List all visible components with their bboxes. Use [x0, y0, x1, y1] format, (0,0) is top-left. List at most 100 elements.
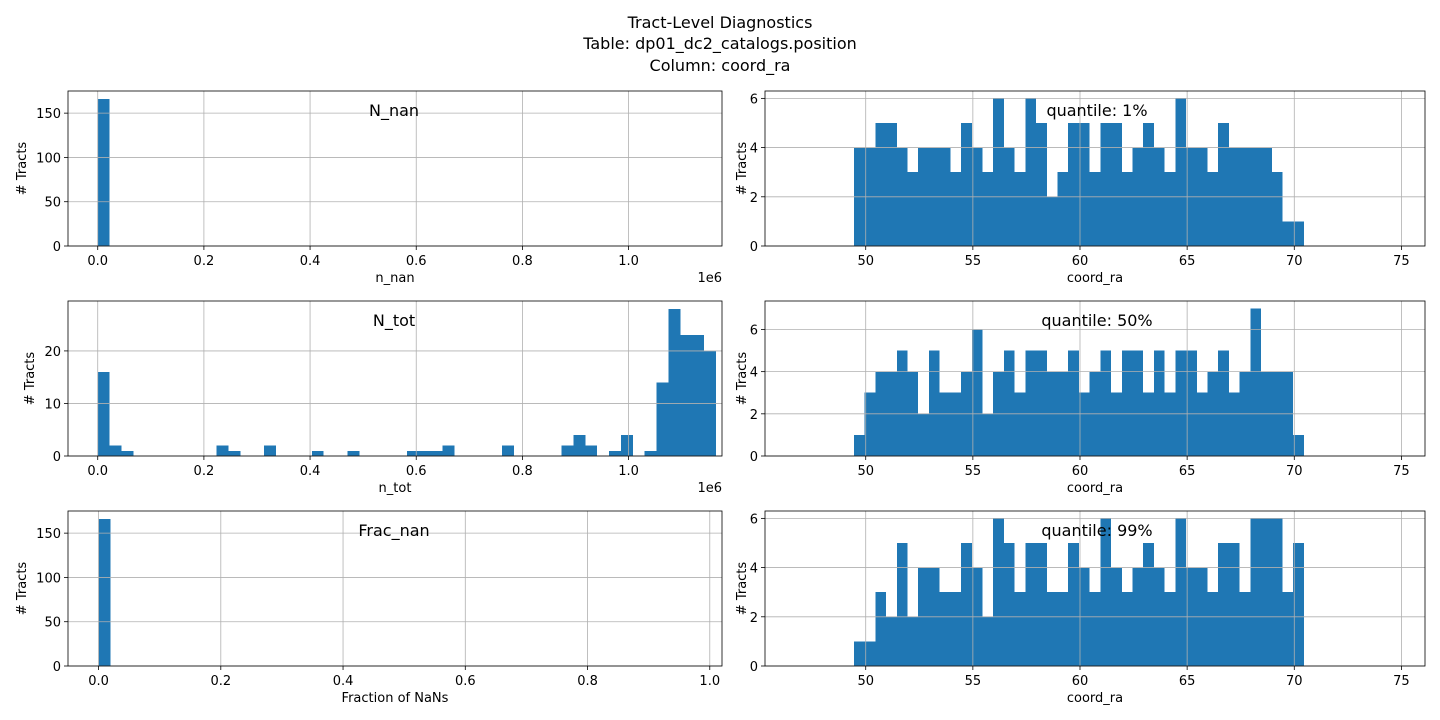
histogram-bars: [853, 98, 1304, 246]
histogram-bar: [1143, 392, 1154, 456]
y-tick-label: 100: [36, 151, 61, 166]
subplot-q50: 50 55 60 65 70 75 0 2 4 6 coord_ra # Tracts quantile…: [735, 300, 1426, 496]
histogram-bar: [1293, 221, 1304, 246]
histogram-bar: [939, 592, 951, 666]
histogram-bar: [1036, 350, 1047, 456]
histogram-bar: [418, 450, 431, 456]
histogram-bar: [1282, 592, 1294, 666]
x-tick-label: 1.0: [618, 464, 639, 479]
histogram-bar: [1100, 350, 1112, 456]
x-tick-label: 65: [1179, 464, 1196, 479]
histogram-bar: [896, 542, 908, 666]
histogram-bar: [1164, 392, 1176, 456]
x-tick-label: 0.2: [194, 464, 215, 479]
panel-title: Frac_nan: [358, 521, 429, 541]
y-tick-label: 2: [750, 191, 758, 206]
histogram-bars: [97, 98, 110, 246]
y-tick-label: 0: [750, 450, 758, 465]
histogram-bar: [950, 392, 962, 456]
histogram-bar: [1293, 434, 1304, 456]
histogram-bar: [121, 450, 134, 456]
histogram-bar: [644, 450, 657, 456]
x-tick-label: 70: [1286, 464, 1303, 479]
y-tick-label: 0: [53, 660, 61, 675]
x-tick-label: 0.8: [577, 674, 598, 689]
histogram-bar: [1132, 350, 1144, 456]
x-axis-label: coord_ra: [1067, 481, 1123, 496]
histogram-bar: [1078, 392, 1090, 456]
x-tick-label: 70: [1286, 254, 1303, 269]
histogram-bar: [1025, 350, 1037, 456]
y-tick-label: 0: [750, 240, 758, 255]
x-tick-label: 0.6: [406, 254, 427, 269]
histogram-bar: [1121, 172, 1133, 246]
histogram-bar: [928, 350, 940, 456]
x-axis-label: n_tot: [379, 481, 412, 496]
subplot-q99: 50 55 60 65 70 75 0 2 4 6 coord_ra # Tracts quantile…: [735, 510, 1426, 706]
histogram-bar: [993, 98, 1004, 246]
x-tick-label: 0.8: [512, 254, 533, 269]
x-tick-label: 0.0: [88, 674, 109, 689]
histogram-bar: [1164, 592, 1176, 666]
histogram-bar: [1175, 350, 1187, 456]
histogram-bar: [1025, 98, 1037, 246]
histogram-bar: [907, 172, 919, 246]
histogram-bar: [585, 445, 598, 456]
x-tick-label: 0.4: [300, 464, 321, 479]
x-axis-label: Fraction of NaNs: [342, 691, 449, 706]
histogram-bar: [1250, 518, 1262, 666]
panel-title: quantile: 1%: [1046, 101, 1147, 120]
histogram-bar: [1261, 518, 1272, 666]
histogram-bar: [1207, 592, 1219, 666]
histogram-bars: [97, 308, 717, 456]
x-tick-label: 0.6: [455, 674, 476, 689]
histogram-bar: [982, 616, 994, 666]
histogram-bars: [853, 518, 1304, 666]
histogram-bar: [1282, 221, 1294, 246]
figure-title-line-3: Column: coord_ra: [650, 56, 791, 76]
x-tick-label: 0.4: [300, 254, 321, 269]
x-tick-label: 60: [1072, 254, 1089, 269]
axes-frame: [67, 90, 723, 247]
histogram-bar: [98, 518, 111, 666]
histogram-bar: [1068, 122, 1079, 246]
histogram-bar: [1036, 542, 1047, 666]
y-tick-label: 4: [750, 366, 758, 381]
histogram-bar: [1271, 172, 1283, 246]
histogram-bar: [875, 592, 887, 666]
histogram-bar: [656, 382, 669, 456]
histogram-bar: [406, 450, 419, 456]
x-tick-label: 1.0: [618, 254, 639, 269]
histogram-bar: [1164, 172, 1176, 246]
histogram-bar: [1014, 172, 1026, 246]
histogram-bar: [971, 329, 983, 456]
panel-title: N_nan: [369, 101, 419, 121]
panel-title: quantile: 99%: [1041, 521, 1152, 540]
y-tick-label: 10: [44, 397, 61, 412]
histogram-bar: [1100, 122, 1112, 246]
histogram-bar: [668, 308, 681, 456]
histogram-bar: [1218, 122, 1229, 246]
histogram-bar: [1228, 542, 1240, 666]
histogram-bar: [1121, 592, 1133, 666]
histogram-bar: [264, 445, 277, 456]
x-tick-label: 75: [1393, 674, 1410, 689]
y-axis-label: # Tracts: [735, 562, 750, 616]
histogram-bar: [993, 518, 1004, 666]
x-tick-label: 55: [965, 464, 982, 479]
x-offset-label: 1e6: [697, 271, 722, 286]
histogram-bar: [97, 98, 110, 246]
y-axis-label: # Tracts: [735, 352, 750, 406]
y-axis-label: # Tracts: [23, 352, 38, 406]
histogram-bar: [1057, 172, 1069, 246]
histogram-bar: [907, 616, 919, 666]
x-tick-label: 55: [965, 674, 982, 689]
figure-title-line-2: Table: dp01_dc2_catalogs.position: [582, 34, 857, 54]
histogram-bar: [886, 122, 897, 246]
histogram-bar: [680, 335, 693, 456]
histogram-bar: [939, 392, 951, 456]
histogram-bar: [982, 172, 994, 246]
y-tick-label: 4: [750, 142, 758, 157]
x-tick-label: 1.0: [699, 674, 720, 689]
histogram-bar: [1207, 172, 1219, 246]
